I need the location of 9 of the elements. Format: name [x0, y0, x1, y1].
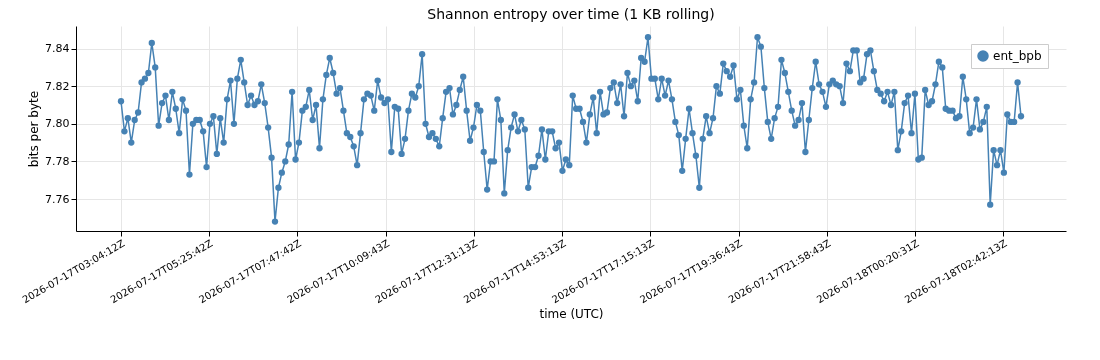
x-axis-title: time (UTC)	[539, 307, 604, 322]
y-axis-title: bits per byte	[27, 90, 42, 168]
y-tick-label: 7.78	[45, 154, 70, 168]
legend-label: ent_bpb	[993, 49, 1042, 63]
y-tick-label: 7.80	[45, 117, 70, 131]
y-tick-label: 7.82	[45, 79, 70, 93]
y-tick-label: 7.76	[45, 192, 70, 206]
chart-title: Shannon entropy over time (1 KB rolling)	[427, 6, 715, 22]
y-tick-label: 7.84	[45, 42, 70, 56]
